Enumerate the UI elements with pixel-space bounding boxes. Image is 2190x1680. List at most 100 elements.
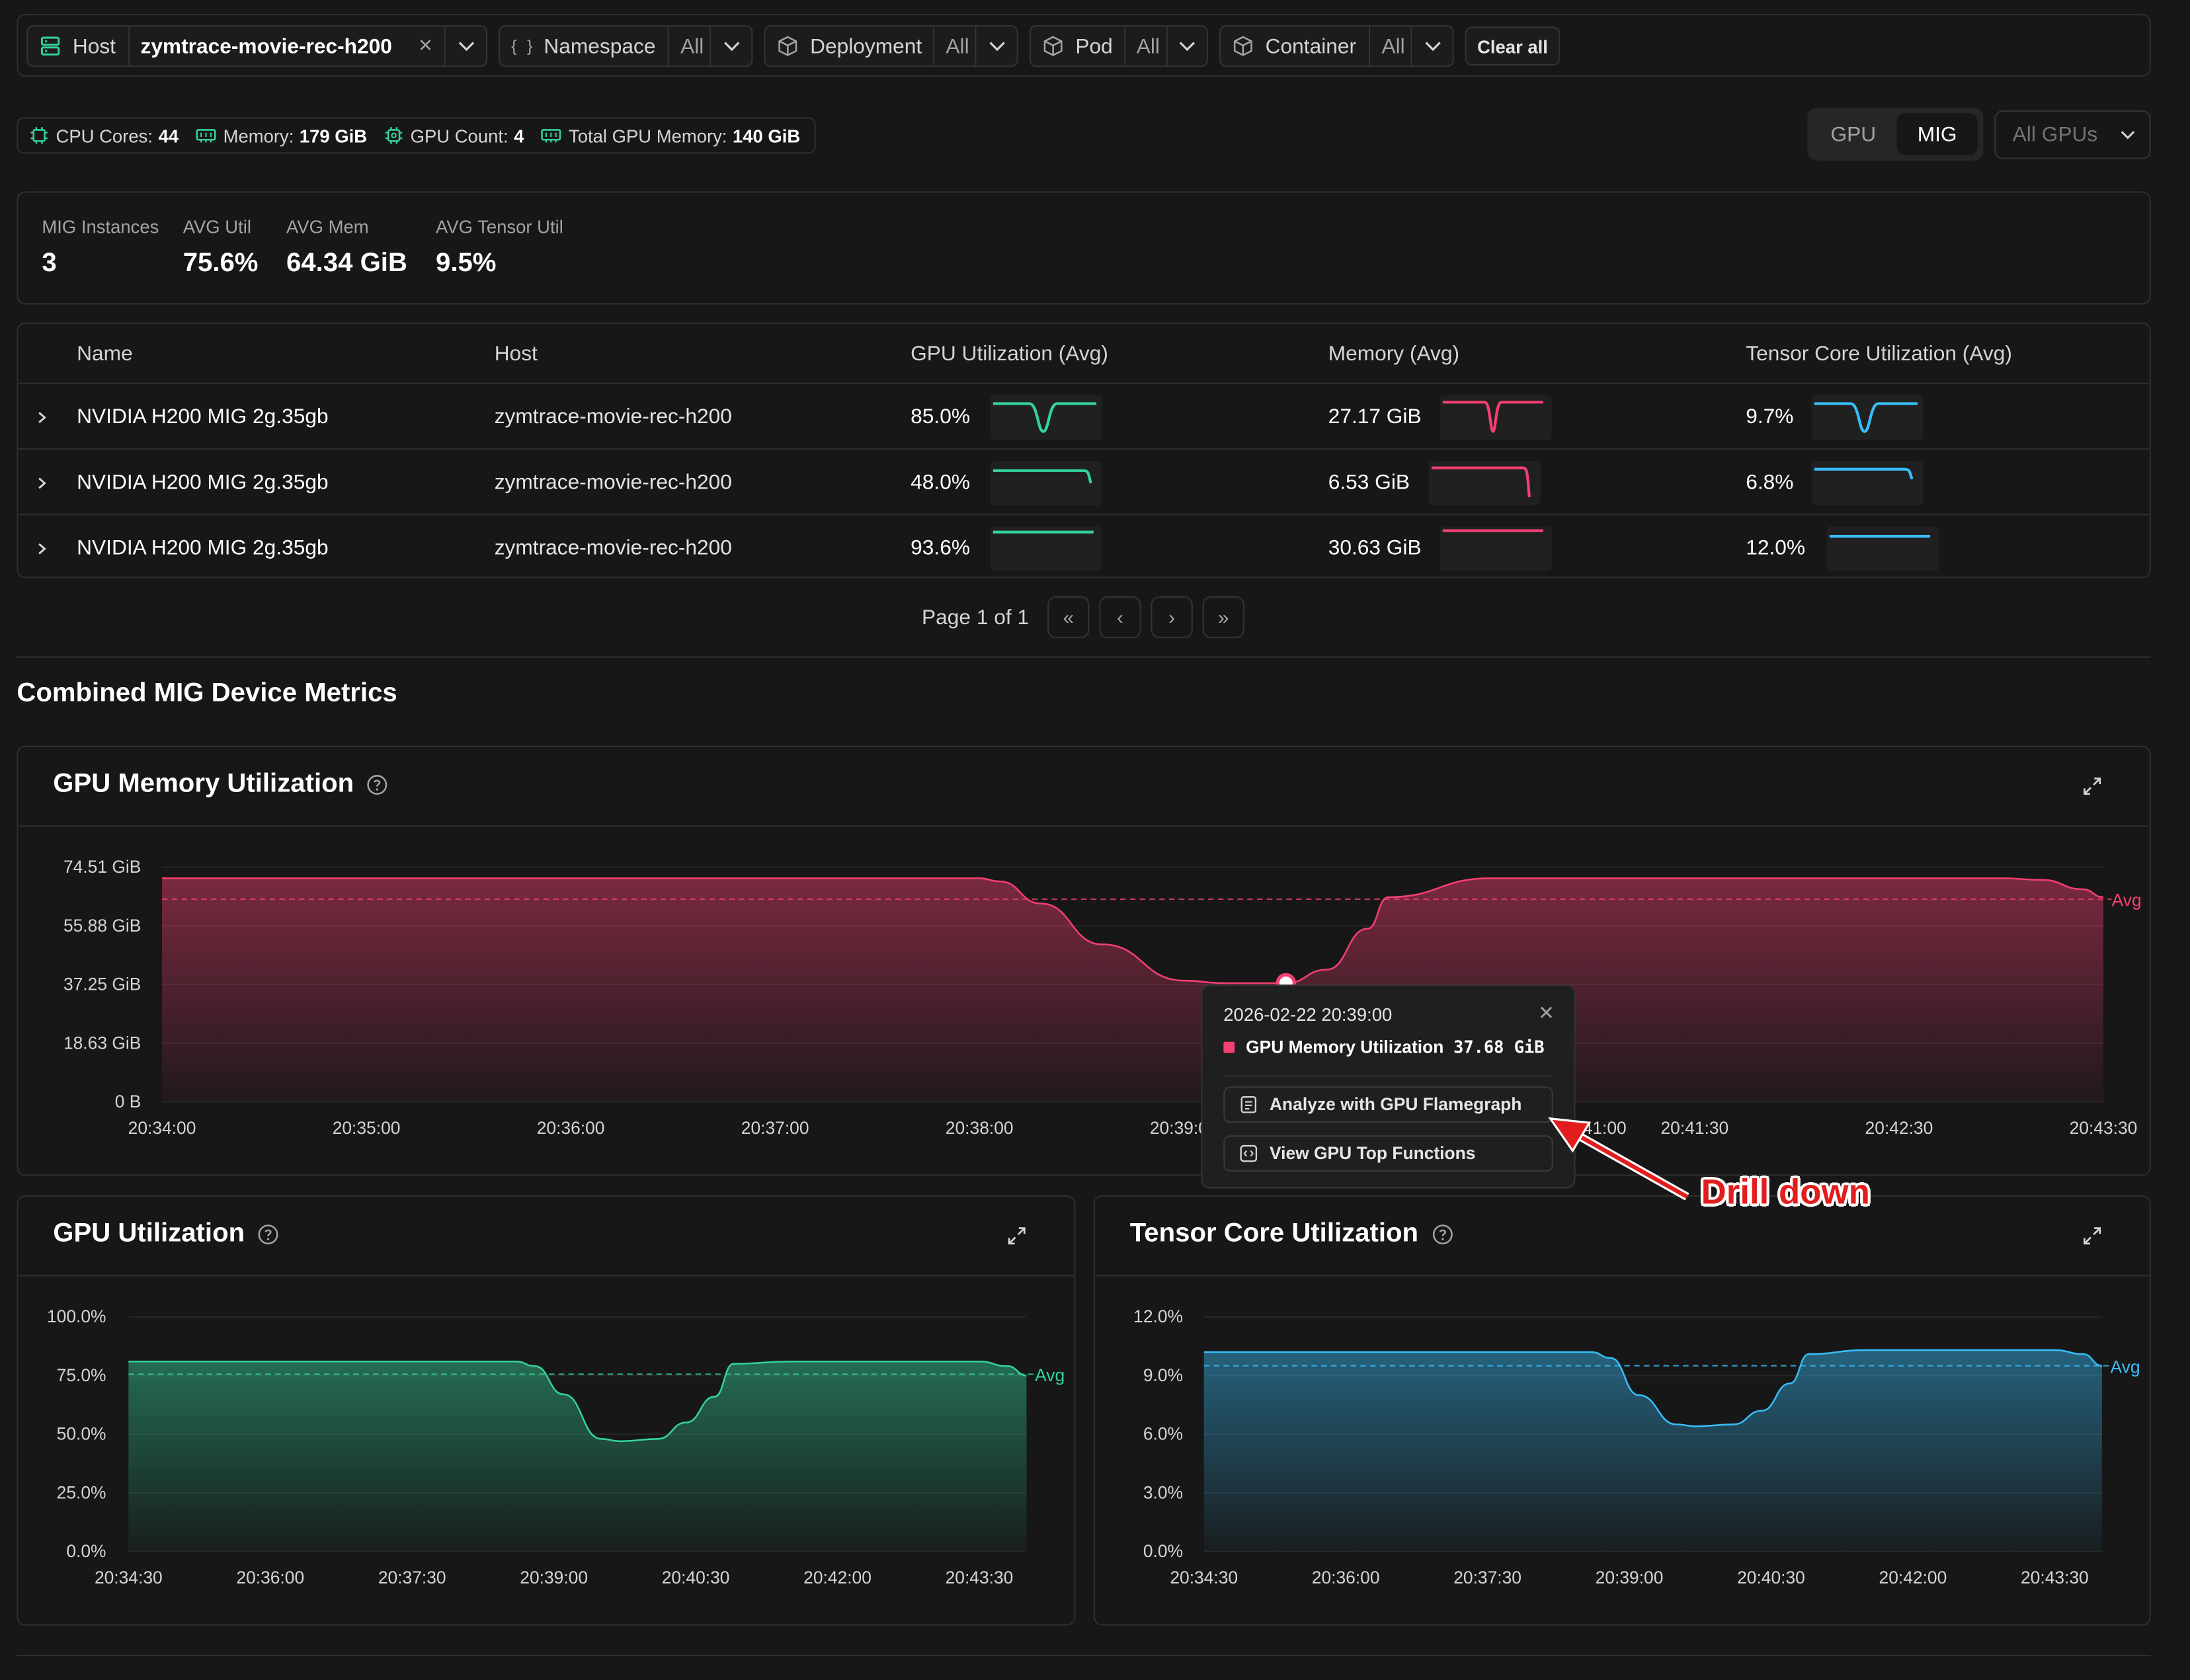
- expand-row-icon[interactable]: [35, 450, 49, 515]
- footer-divider: [17, 1654, 2151, 1657]
- pagination-text: Page 1 of 1: [922, 605, 1030, 629]
- expand-icon[interactable]: [1006, 1224, 1028, 1247]
- y-tick-label: 0.0%: [1143, 1541, 1183, 1561]
- avg-mem-metric: AVG Mem 64.34 GiB: [286, 216, 407, 279]
- series-line: [1203, 1349, 2103, 1427]
- expand-icon[interactable]: [2081, 1224, 2103, 1247]
- y-tick-label: 0 B: [115, 1092, 142, 1111]
- average-label: Avg: [2112, 891, 2142, 910]
- panel-divider: [18, 1275, 1075, 1277]
- avg-util-value: 75.6%: [182, 248, 259, 278]
- expand-icon[interactable]: [2081, 775, 2103, 797]
- gpu-util-chart-svg[interactable]: 0.0% 25.0% 50.0% 75.0% 100.0% Avg 20:34:30 20:3…: [17, 1277, 1075, 1612]
- pod-dropdown-button[interactable]: [1166, 26, 1207, 66]
- view-top-functions-button[interactable]: View GPU Top Functions: [1223, 1135, 1553, 1172]
- deployment-dropdown-button[interactable]: [975, 26, 1017, 66]
- table-row[interactable]: NVIDIA H200 MIG 2g.35gb zymtrace-movie-r…: [18, 382, 2150, 450]
- avg-mem-label: AVG Mem: [286, 216, 369, 238]
- tooltip-series-value: 37.68 GiB: [1453, 1037, 1545, 1057]
- tensor-chart[interactable]: 0.0% 3.0% 6.0% 9.0% 12.0% Avg 20:34:30 20:36:00…: [1094, 1277, 2151, 1619]
- host-filter[interactable]: Host zymtrace-movie-rec-h200 ✕: [26, 25, 488, 67]
- section-title: Combined MIG Device Metrics: [17, 678, 397, 708]
- code-icon: [1240, 1144, 1258, 1162]
- gpu-view-tab[interactable]: GPU: [1830, 122, 1877, 146]
- series-area: [1203, 1350, 2102, 1552]
- x-tick-label: 20:42:00: [1879, 1568, 1947, 1587]
- memory-label: Memory:: [223, 125, 294, 146]
- column-header-host[interactable]: Host: [494, 341, 538, 366]
- annotation-label: Drill down: [1701, 1173, 1870, 1213]
- column-header-tensor[interactable]: Tensor Core Utilization (Avg): [1746, 341, 2012, 366]
- help-icon[interactable]: [366, 774, 389, 796]
- memory-stat: Memory: 179 GiB: [195, 125, 367, 146]
- gpu-util-chart[interactable]: 0.0% 25.0% 50.0% 75.0% 100.0% Avg 20:34:30 20:3…: [17, 1277, 1075, 1619]
- help-icon[interactable]: [257, 1223, 280, 1246]
- last-page-button[interactable]: »: [1202, 596, 1244, 639]
- container-dropdown-button[interactable]: [1410, 26, 1453, 66]
- container-filter[interactable]: Container All: [1219, 25, 1454, 67]
- y-tick-label: 12.0%: [1133, 1306, 1183, 1326]
- chevrons-right-icon: »: [1218, 606, 1229, 629]
- x-tick-label: 20:37:00: [741, 1118, 809, 1138]
- row-host: zymtrace-movie-rec-h200: [494, 536, 732, 560]
- gpu-util-sparkline: [990, 395, 1102, 440]
- tensor-sparkline: [1826, 526, 1939, 571]
- column-header-gpu-util[interactable]: GPU Utilization (Avg): [911, 341, 1108, 366]
- tensor-chart-svg[interactable]: 0.0% 3.0% 6.0% 9.0% 12.0% Avg 20:34:30 20:36:00…: [1094, 1277, 2151, 1612]
- gpu-count-label: GPU Count:: [410, 125, 508, 146]
- clear-host-icon[interactable]: ✕: [417, 34, 433, 56]
- mig-devices-table: Name Host GPU Utilization (Avg) Memory (…: [17, 322, 2151, 579]
- row-tensor: 9.7%: [1746, 405, 1794, 429]
- panel-divider: [18, 825, 2150, 827]
- server-icon: [40, 36, 60, 56]
- expand-row-icon[interactable]: [35, 384, 49, 450]
- row-name: NVIDIA H200 MIG 2g.35gb: [77, 470, 329, 495]
- section-divider: [17, 656, 2151, 658]
- x-tick-label: 20:42:00: [803, 1568, 872, 1587]
- host-dropdown-button[interactable]: [444, 26, 486, 66]
- avg-util-metric: AVG Util 75.6%: [183, 216, 259, 279]
- first-page-button[interactable]: «: [1047, 596, 1090, 639]
- x-tick-label: 20:37:30: [1453, 1568, 1521, 1587]
- table-row[interactable]: NVIDIA H200 MIG 2g.35gb zymtrace-movie-r…: [18, 514, 2150, 577]
- memory-sparkline: [1440, 526, 1552, 571]
- gpu-count-value: 4: [514, 125, 524, 146]
- gpu-select[interactable]: All GPUs: [1994, 110, 2151, 159]
- close-icon[interactable]: ✕: [1538, 1001, 1555, 1024]
- deployment-filter[interactable]: Deployment All: [764, 25, 1018, 67]
- gpu-util-chart-title-text: GPU Utilization: [53, 1219, 245, 1249]
- avg-mem-value: 64.34 GiB: [286, 248, 407, 278]
- container-filter-label: Container: [1265, 34, 1357, 58]
- row-name: NVIDIA H200 MIG 2g.35gb: [77, 536, 329, 560]
- clear-all-button[interactable]: Clear all: [1465, 26, 1561, 66]
- memory-chart-svg[interactable]: 0 B 18.63 GiB 37.25 GiB 55.88 GiB 74.51 GiB A…: [17, 826, 2150, 1162]
- table-row[interactable]: NVIDIA H200 MIG 2g.35gb zymtrace-movie-r…: [18, 448, 2150, 515]
- mig-instances-metric: MIG Instances 3: [42, 216, 159, 279]
- gpu-count-stat: GPU Count: 4: [384, 125, 524, 146]
- cpu-cores-label: CPU Cores:: [56, 125, 153, 146]
- prev-page-button[interactable]: ‹: [1099, 596, 1141, 639]
- pod-filter[interactable]: Pod All: [1029, 25, 1209, 67]
- column-header-name[interactable]: Name: [77, 341, 133, 366]
- deployment-filter-value: All: [933, 26, 975, 66]
- cpu-cores-value: 44: [158, 125, 179, 146]
- filter-bar: Host zymtrace-movie-rec-h200 ✕ { } Names…: [17, 14, 2151, 77]
- expand-row-icon[interactable]: [35, 515, 49, 577]
- column-header-memory[interactable]: Memory (Avg): [1328, 341, 1460, 366]
- memory-chart[interactable]: 0 B 18.63 GiB 37.25 GiB 55.88 GiB 74.51 GiB A…: [17, 826, 2150, 1168]
- help-icon[interactable]: [1431, 1223, 1453, 1246]
- series-line: [162, 877, 2104, 984]
- mig-view-tab[interactable]: MIG: [1896, 113, 1978, 155]
- analyze-flamegraph-button[interactable]: Analyze with GPU Flamegraph: [1223, 1086, 1553, 1123]
- row-name: NVIDIA H200 MIG 2g.35gb: [77, 405, 329, 429]
- tooltip-series-name: GPU Memory Utilization: [1246, 1037, 1444, 1057]
- y-tick-label: 9.0%: [1143, 1365, 1183, 1385]
- namespace-dropdown-button[interactable]: [710, 26, 751, 66]
- x-tick-label: 20:43:30: [2070, 1118, 2138, 1138]
- namespace-filter-value: All: [668, 26, 710, 66]
- namespace-filter[interactable]: { } Namespace All: [499, 25, 753, 67]
- average-label: Avg: [2111, 1357, 2140, 1377]
- cpu-icon: [30, 127, 48, 144]
- avg-tensor-value: 9.5%: [436, 248, 497, 278]
- next-page-button[interactable]: ›: [1151, 596, 1193, 639]
